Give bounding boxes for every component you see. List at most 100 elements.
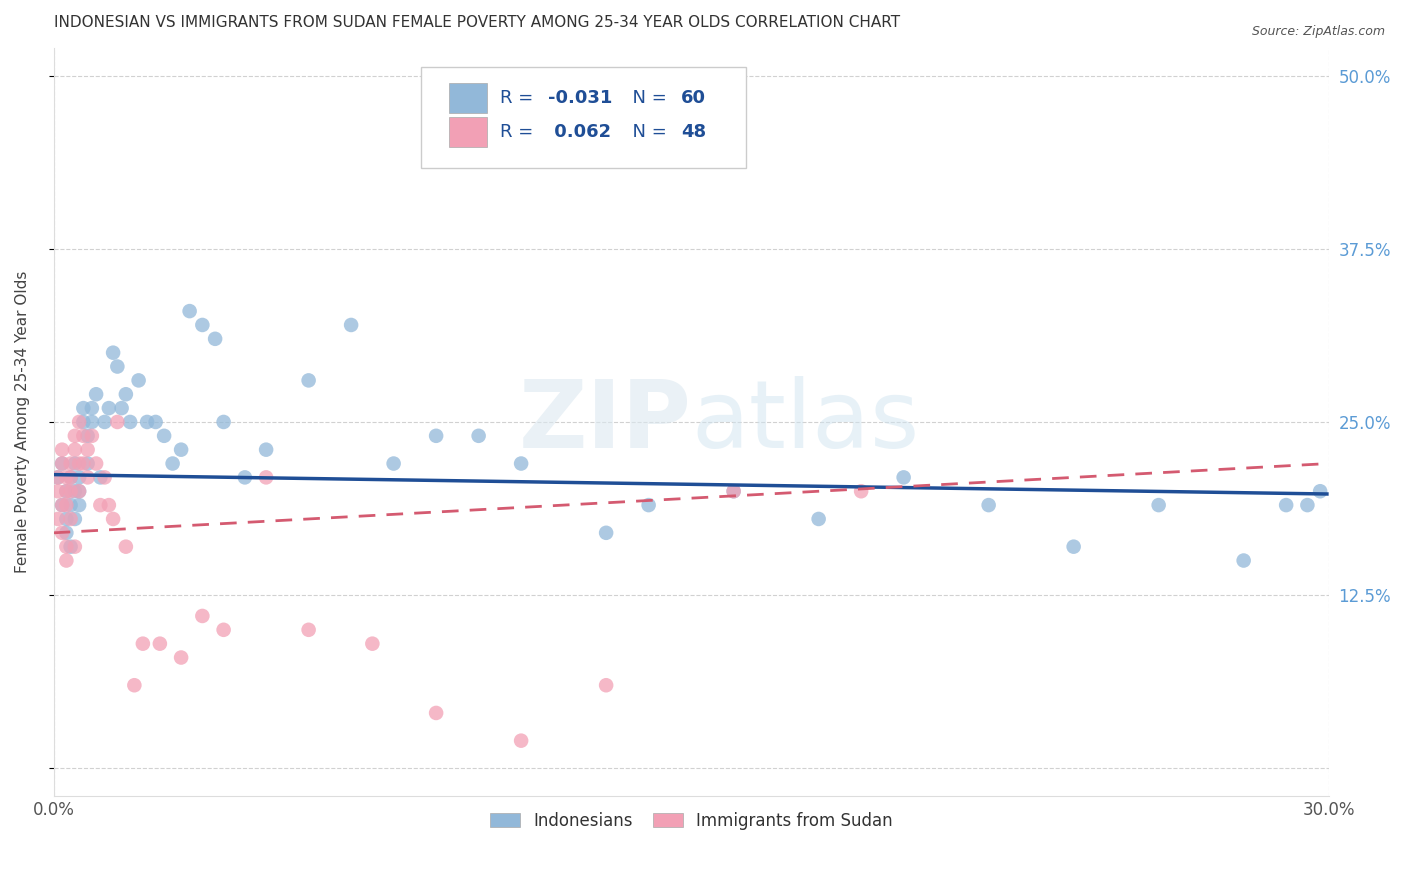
Point xyxy=(807,512,830,526)
Point xyxy=(46,470,69,484)
FancyBboxPatch shape xyxy=(449,83,486,113)
Point xyxy=(510,457,533,471)
Point xyxy=(179,304,201,318)
Point xyxy=(67,470,90,484)
Point xyxy=(254,470,277,484)
Point xyxy=(233,470,256,484)
Point xyxy=(76,429,98,443)
Point xyxy=(51,498,73,512)
Point xyxy=(67,484,90,499)
Point xyxy=(63,442,86,457)
Point xyxy=(105,415,128,429)
Point xyxy=(425,429,447,443)
Point xyxy=(55,553,77,567)
Point xyxy=(51,442,73,457)
Point xyxy=(595,525,617,540)
Point xyxy=(51,498,73,512)
Point xyxy=(59,498,82,512)
Text: atlas: atlas xyxy=(692,376,920,468)
Point xyxy=(340,318,363,332)
Point xyxy=(136,415,159,429)
Point xyxy=(723,484,745,499)
Point xyxy=(101,345,124,359)
Point xyxy=(149,637,172,651)
Point xyxy=(124,678,146,692)
Point xyxy=(1309,484,1331,499)
Point xyxy=(849,484,872,499)
Point xyxy=(101,512,124,526)
Y-axis label: Female Poverty Among 25-34 Year Olds: Female Poverty Among 25-34 Year Olds xyxy=(15,271,30,574)
Point xyxy=(361,637,384,651)
Text: N =: N = xyxy=(621,123,672,142)
Point xyxy=(145,415,167,429)
Point xyxy=(162,457,184,471)
Point xyxy=(76,457,98,471)
Text: R =: R = xyxy=(501,89,538,107)
Point xyxy=(63,512,86,526)
Text: INDONESIAN VS IMMIGRANTS FROM SUDAN FEMALE POVERTY AMONG 25-34 YEAR OLDS CORRELA: INDONESIAN VS IMMIGRANTS FROM SUDAN FEMA… xyxy=(53,15,900,30)
Point xyxy=(93,470,115,484)
Point xyxy=(55,470,77,484)
Point xyxy=(63,484,86,499)
Point xyxy=(510,733,533,747)
Point xyxy=(105,359,128,374)
Point xyxy=(128,373,150,387)
Point xyxy=(212,415,235,429)
Point xyxy=(298,623,321,637)
Point xyxy=(382,457,405,471)
Point xyxy=(977,498,1000,512)
Point xyxy=(59,512,82,526)
Point xyxy=(595,678,617,692)
Point xyxy=(467,429,489,443)
Point xyxy=(170,650,193,665)
Point xyxy=(55,484,77,499)
Point xyxy=(72,415,94,429)
Point xyxy=(115,387,138,401)
Point xyxy=(80,401,103,416)
Point xyxy=(76,442,98,457)
FancyBboxPatch shape xyxy=(420,67,747,168)
Point xyxy=(46,470,69,484)
Text: 60: 60 xyxy=(681,89,706,107)
Point xyxy=(93,415,115,429)
Point xyxy=(89,498,111,512)
Point xyxy=(72,457,94,471)
Point xyxy=(63,540,86,554)
Point xyxy=(115,540,138,554)
Point xyxy=(55,525,77,540)
Point xyxy=(59,484,82,499)
Point xyxy=(63,457,86,471)
Point xyxy=(67,484,90,499)
Point xyxy=(84,387,107,401)
Point xyxy=(637,498,659,512)
Point xyxy=(153,429,176,443)
Point xyxy=(1296,498,1319,512)
Point xyxy=(191,318,214,332)
Point xyxy=(63,429,86,443)
Point xyxy=(89,470,111,484)
Point xyxy=(80,429,103,443)
Point xyxy=(1063,540,1085,554)
Point xyxy=(298,373,321,387)
Text: N =: N = xyxy=(621,89,672,107)
Point xyxy=(1147,498,1170,512)
Point xyxy=(55,512,77,526)
Point xyxy=(67,415,90,429)
Point xyxy=(425,706,447,720)
Point xyxy=(72,429,94,443)
Point xyxy=(59,540,82,554)
Point xyxy=(1275,498,1298,512)
Point xyxy=(97,401,120,416)
FancyBboxPatch shape xyxy=(449,118,486,147)
Point xyxy=(67,498,90,512)
Point xyxy=(59,470,82,484)
Point xyxy=(110,401,132,416)
Point xyxy=(51,525,73,540)
Point xyxy=(59,470,82,484)
Point xyxy=(204,332,226,346)
Text: Source: ZipAtlas.com: Source: ZipAtlas.com xyxy=(1251,25,1385,38)
Text: 48: 48 xyxy=(681,123,706,142)
Point xyxy=(55,484,77,499)
Point xyxy=(76,470,98,484)
Point xyxy=(191,609,214,624)
